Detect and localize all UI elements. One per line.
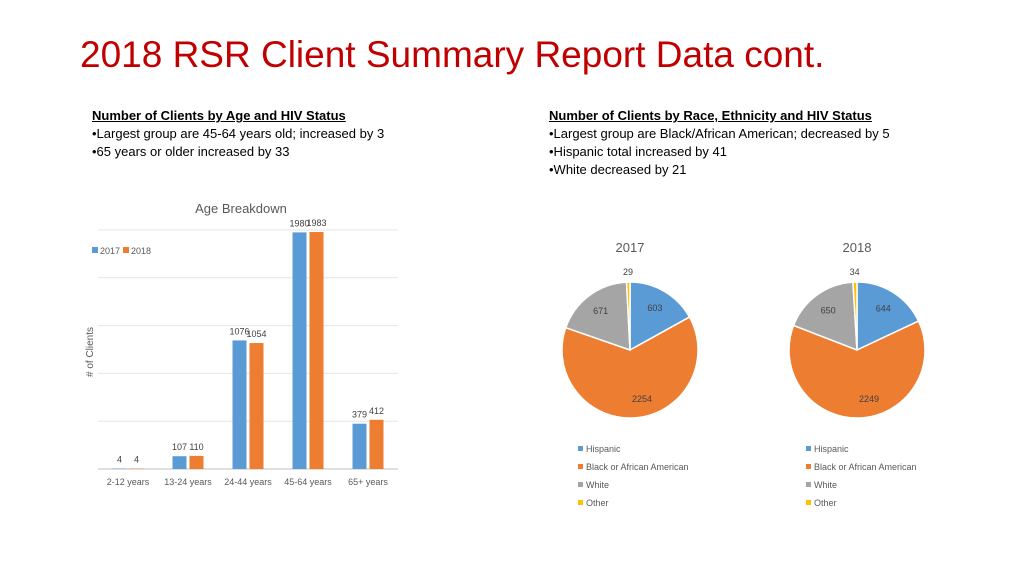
pie-legend-label: Other bbox=[586, 498, 609, 508]
bar-data-label: 1054 bbox=[246, 329, 266, 339]
pie-legend-swatch bbox=[806, 500, 811, 505]
x-tick-label: 24-44 years bbox=[224, 477, 272, 487]
bar-data-label: 379 bbox=[352, 410, 367, 420]
age-note-bullet: •Largest group are 45-64 years old; incr… bbox=[92, 126, 385, 141]
race-notes-heading: Number of Clients by Race, Ethnicity and… bbox=[549, 108, 872, 123]
pie-slice-other bbox=[625, 281, 631, 351]
pie-legend-swatch bbox=[578, 500, 583, 505]
pie-data-label: 650 bbox=[821, 305, 836, 315]
pie-data-label: 603 bbox=[647, 303, 662, 313]
bar-2017 bbox=[232, 340, 247, 469]
age-notes: Number of Clients by Age and HIV Status … bbox=[92, 107, 384, 161]
pie-data-label: 644 bbox=[876, 304, 891, 314]
pie-data-label: 34 bbox=[850, 267, 860, 277]
bar-2018 bbox=[369, 419, 384, 469]
pie-legend-label: Black or African American bbox=[586, 462, 689, 472]
bar-2018 bbox=[309, 232, 324, 469]
pie-legend-swatch bbox=[806, 446, 811, 451]
bar-2017 bbox=[292, 232, 307, 469]
race-note-bullet: •Largest group are Black/African America… bbox=[549, 126, 890, 141]
age-notes-heading: Number of Clients by Age and HIV Status bbox=[92, 108, 346, 123]
bar-2018 bbox=[189, 455, 204, 469]
pie-slice-white bbox=[564, 281, 631, 352]
pie-legend-label: White bbox=[814, 480, 837, 490]
bar-2018 bbox=[249, 343, 264, 469]
pie-data-label: 2254 bbox=[632, 394, 652, 404]
legend-swatch-2018 bbox=[123, 247, 129, 253]
pie-legend-swatch bbox=[578, 482, 583, 487]
bar-2017 bbox=[352, 423, 367, 469]
pie-slice-other bbox=[852, 281, 858, 351]
slide-title: 2018 RSR Client Summary Report Data cont… bbox=[80, 34, 825, 75]
x-tick-label: 45-64 years bbox=[284, 477, 332, 487]
x-tick-label: 65+ years bbox=[348, 477, 388, 487]
y-axis-label: # of Clients bbox=[85, 327, 96, 377]
age-note-bullet: •65 years or older increased by 33 bbox=[92, 144, 290, 159]
race-notes: Number of Clients by Race, Ethnicity and… bbox=[549, 107, 890, 179]
pie-legend-label: Black or African American bbox=[814, 462, 917, 472]
bar-data-label: 4 bbox=[134, 455, 139, 465]
pie-legend-label: Hispanic bbox=[814, 444, 849, 454]
pie-title-2018: 2018 bbox=[843, 240, 872, 255]
pie-slice-hispanic bbox=[856, 281, 920, 352]
bar-2017 bbox=[172, 456, 187, 469]
x-tick-label: 2-12 years bbox=[107, 477, 150, 487]
legend-label-2018: 2018 bbox=[131, 246, 151, 256]
pie-slice-black-or-african-american bbox=[788, 320, 926, 419]
pie-slice-hispanic bbox=[629, 281, 691, 352]
bar-data-label: 1076 bbox=[229, 326, 249, 336]
race-note-bullet: •White decreased by 21 bbox=[549, 162, 687, 177]
pie-slice-black-or-african-american bbox=[561, 316, 699, 419]
pie-title-2017: 2017 bbox=[616, 240, 645, 255]
pie-data-label: 671 bbox=[593, 306, 608, 316]
pie-legend-swatch bbox=[578, 464, 583, 469]
pie-legend-swatch bbox=[806, 482, 811, 487]
bar-data-label: 4 bbox=[117, 455, 122, 465]
x-tick-label: 13-24 years bbox=[164, 477, 212, 487]
legend-label-2017: 2017 bbox=[100, 246, 120, 256]
pie-legend-swatch bbox=[578, 446, 583, 451]
bar-chart-title: Age Breakdown bbox=[195, 201, 287, 216]
pie-data-label: 2249 bbox=[859, 394, 879, 404]
legend-swatch-2017 bbox=[92, 247, 98, 253]
bar-data-label: 1980 bbox=[289, 218, 309, 228]
bar-data-label: 1983 bbox=[306, 218, 326, 228]
bar-data-label: 110 bbox=[189, 442, 203, 452]
pie-slice-white bbox=[792, 281, 858, 352]
race-note-bullet: •Hispanic total increased by 41 bbox=[549, 144, 727, 159]
pie-legend-label: Other bbox=[814, 498, 837, 508]
pie-data-label: 29 bbox=[623, 267, 633, 277]
pie-legend-label: Hispanic bbox=[586, 444, 621, 454]
bar-data-label: 107 bbox=[172, 442, 187, 452]
pie-legend-swatch bbox=[806, 464, 811, 469]
bar-data-label: 412 bbox=[369, 406, 384, 416]
pie-legend-label: White bbox=[586, 480, 609, 490]
